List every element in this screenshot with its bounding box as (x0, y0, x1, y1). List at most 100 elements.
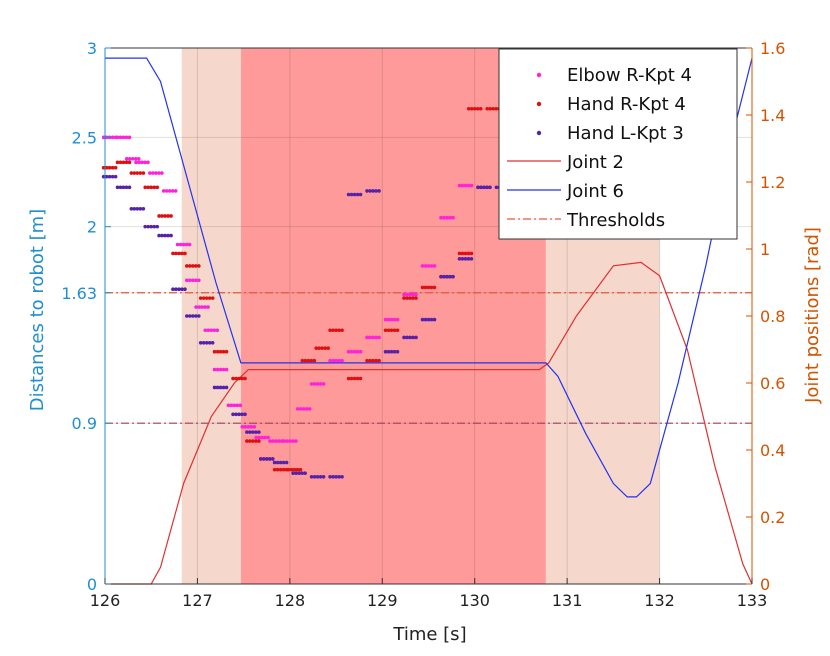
data-point (221, 385, 226, 390)
data-point (451, 215, 455, 220)
data-point (115, 135, 120, 140)
data-point (448, 215, 452, 220)
data-point (204, 341, 209, 345)
data-point (107, 174, 112, 179)
x-tick-label: 127 (182, 591, 213, 610)
data-point (132, 207, 137, 211)
data-point (161, 189, 166, 193)
x-tick-label: 132 (644, 591, 675, 610)
data-point (340, 328, 344, 333)
data-point (414, 296, 418, 300)
data-point (118, 160, 123, 165)
x-tick-label: 131 (552, 591, 583, 610)
data-point (160, 233, 164, 238)
data-point (298, 467, 303, 472)
data-point (260, 435, 264, 440)
data-point (140, 160, 144, 165)
data-point (135, 207, 140, 211)
data-point (221, 367, 226, 372)
data-point (411, 335, 415, 340)
data-point (185, 314, 189, 318)
data-point (328, 358, 332, 363)
legend: Elbow R-Kpt 4 Hand R-Kpt 4 Hand L-Kpt 3 Joi… (498, 48, 738, 240)
data-point (127, 185, 132, 190)
data-point (491, 106, 496, 111)
data-point (200, 305, 204, 309)
data-point (207, 341, 212, 345)
data-point (201, 296, 206, 300)
data-point (152, 185, 157, 190)
data-point (121, 160, 126, 165)
data-point (146, 224, 151, 229)
data-point (151, 171, 155, 175)
legend-marker (536, 72, 542, 78)
data-point (184, 242, 189, 247)
y-right-tick-label: 0.8 (760, 307, 785, 326)
data-point (129, 171, 134, 175)
data-point (245, 430, 249, 434)
data-point (206, 328, 211, 333)
legend-label: Hand L-Kpt 3 (567, 123, 684, 144)
y-left-tick-label: 3 (87, 39, 97, 58)
data-point (124, 160, 129, 165)
data-point (254, 435, 258, 440)
data-point (218, 349, 223, 354)
data-point (198, 296, 203, 300)
data-point (257, 430, 261, 434)
data-point (328, 475, 332, 479)
data-point (312, 475, 317, 479)
data-point (365, 335, 369, 340)
data-point (243, 376, 247, 381)
data-point (392, 317, 397, 322)
data-point (294, 471, 298, 476)
data-point (411, 296, 415, 300)
data-point (121, 135, 126, 140)
data-point (135, 171, 140, 175)
legend-marker (536, 101, 542, 107)
data-point (300, 358, 305, 363)
data-point (157, 214, 161, 218)
data-point (146, 160, 150, 165)
data-point (494, 106, 499, 111)
data-point (392, 349, 397, 354)
data-point (207, 296, 212, 300)
data-point (426, 317, 431, 322)
data-point (203, 328, 208, 333)
data-point (115, 160, 120, 165)
data-point (289, 467, 294, 472)
data-point (146, 185, 151, 190)
data-point (315, 382, 320, 386)
data-point (277, 439, 281, 443)
data-point (494, 185, 499, 190)
data-point (130, 156, 135, 161)
data-point (405, 296, 409, 300)
data-point (194, 278, 198, 283)
data-point (326, 346, 331, 350)
x-axis-label: Time [s] (392, 624, 466, 645)
legend-label: Joint 2 (566, 152, 624, 173)
data-point (132, 171, 137, 175)
data-point (368, 189, 372, 193)
data-point (358, 349, 363, 354)
data-point (274, 439, 278, 443)
data-point (173, 189, 178, 193)
data-point (442, 215, 446, 220)
data-point (166, 233, 170, 238)
data-point (408, 335, 412, 340)
data-point (215, 349, 220, 354)
data-point (243, 424, 248, 429)
data-point (194, 305, 198, 309)
data-point (377, 189, 381, 193)
data-point (271, 439, 275, 443)
data-point (275, 467, 280, 472)
legend-label: Joint 6 (566, 181, 624, 202)
data-point (309, 358, 314, 363)
data-point (124, 185, 129, 190)
data-point (337, 328, 341, 333)
data-point (321, 382, 326, 386)
data-point (110, 174, 115, 179)
data-point (340, 358, 344, 363)
data-point (337, 475, 341, 479)
data-point (237, 412, 241, 417)
data-point (466, 106, 471, 111)
